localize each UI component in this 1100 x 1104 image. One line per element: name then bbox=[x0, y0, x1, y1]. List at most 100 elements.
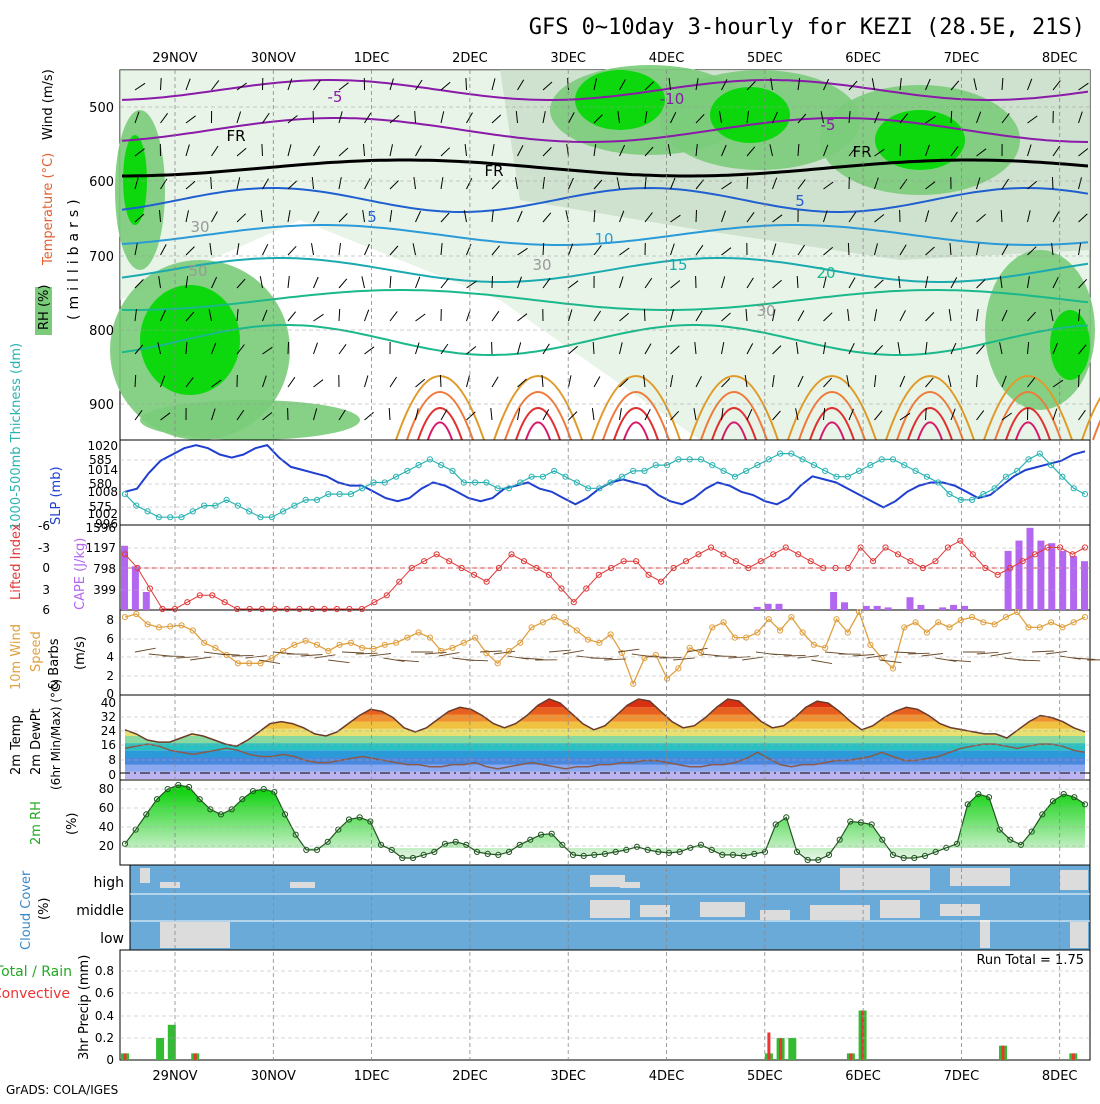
precip-total-bar bbox=[788, 1038, 796, 1060]
cloud-level-middle: middle bbox=[76, 903, 124, 919]
precip-tick: 0.2 bbox=[95, 1031, 114, 1045]
contour-label: 10 bbox=[594, 230, 613, 248]
wind10-barb bbox=[232, 655, 254, 656]
cape-bar bbox=[1070, 556, 1077, 610]
cloud-block bbox=[160, 922, 230, 948]
cape-bar bbox=[950, 605, 957, 610]
temp2m-tick: 32 bbox=[101, 710, 116, 724]
cloud-block bbox=[590, 900, 630, 918]
contour-label: 30 bbox=[532, 256, 551, 274]
pressure-tick: 500 bbox=[89, 101, 114, 116]
temp2m-tick: 0 bbox=[108, 768, 116, 782]
cloud-block bbox=[1060, 870, 1088, 890]
day-label-top: 5DEC bbox=[747, 51, 783, 66]
pressure-tick: 900 bbox=[89, 398, 114, 413]
contour-label: -10 bbox=[660, 90, 685, 108]
wind-axis-label: Wind (m/s) bbox=[41, 69, 56, 140]
cape-bar bbox=[1081, 561, 1088, 610]
temp2m-label-a: 2m Temp bbox=[9, 715, 24, 775]
precip-convective-bar bbox=[1002, 1046, 1005, 1060]
cape-bar bbox=[754, 607, 761, 610]
cape-tick: 798 bbox=[93, 562, 116, 576]
day-label-bottom: 3DEC bbox=[550, 1069, 586, 1084]
contour-label: 50 bbox=[188, 262, 207, 280]
precip-convective-bar bbox=[861, 1011, 864, 1061]
temp2m-tick: 8 bbox=[108, 753, 116, 767]
rh-blob bbox=[575, 70, 665, 130]
temp2m-label-c: (6hr Min/Max) (°C) bbox=[49, 679, 63, 790]
wind10-label-b: Speed bbox=[29, 631, 44, 672]
rh-blob bbox=[123, 135, 147, 225]
cape-tick: 399 bbox=[93, 583, 116, 597]
wind-barb bbox=[696, 210, 697, 222]
wind10-barb bbox=[590, 658, 612, 659]
wind10-unit-label: (m/s) bbox=[73, 636, 88, 670]
cloud-block bbox=[140, 868, 150, 883]
cloud-block bbox=[290, 882, 315, 888]
rh2m-tick: 60 bbox=[99, 801, 114, 815]
cape-bar bbox=[939, 607, 946, 610]
cape-bar bbox=[143, 592, 150, 610]
footer-credit: GrADS: COLA/IGES bbox=[6, 1083, 118, 1097]
slp-tick: 1014 bbox=[87, 463, 118, 477]
temp-axis-label: Temperature (°C) bbox=[41, 153, 56, 266]
temp-band bbox=[120, 729, 1090, 736]
thickness-axis-label: 1000-500mb Thickness (dm) bbox=[9, 343, 24, 530]
cape-bar bbox=[776, 604, 783, 610]
wind-barb bbox=[926, 408, 927, 420]
day-label-top: 7DEC bbox=[944, 51, 980, 66]
day-label-bottom: 1DEC bbox=[354, 1069, 390, 1084]
cloud-block bbox=[590, 875, 625, 887]
precip-convective-bar bbox=[124, 1053, 127, 1060]
cloud-block bbox=[980, 920, 990, 948]
cape-bar bbox=[765, 604, 772, 610]
lifted-index-tick: -3 bbox=[38, 541, 50, 555]
pressure-tick: 800 bbox=[89, 324, 114, 339]
cloud-block bbox=[620, 882, 640, 888]
contour-label: 15 bbox=[668, 256, 687, 274]
lifted-index-tick: 6 bbox=[42, 603, 50, 617]
wind10-tick: 2 bbox=[106, 669, 114, 683]
pressure-tick: 700 bbox=[89, 250, 114, 265]
day-label-bottom: 4DEC bbox=[649, 1069, 685, 1084]
lifted-index-axis-label: Lifted Index bbox=[9, 523, 24, 600]
day-label-top: 30NOV bbox=[251, 51, 296, 66]
cloud-label: Cloud Cover bbox=[19, 870, 34, 950]
day-label-bottom: 30NOV bbox=[251, 1069, 296, 1084]
wind-barb bbox=[161, 78, 162, 90]
wind10-tick: 4 bbox=[106, 650, 114, 664]
rh-blob bbox=[140, 285, 240, 395]
rh2m-tick: 20 bbox=[99, 839, 114, 853]
cape-bar bbox=[863, 606, 870, 610]
cape-bar bbox=[907, 597, 914, 610]
rh2m-tick: 40 bbox=[99, 820, 114, 834]
cloud-block bbox=[640, 905, 670, 917]
wind-barb bbox=[492, 276, 493, 288]
precip-convective-bar bbox=[779, 1038, 782, 1060]
cape-bar bbox=[1016, 541, 1023, 610]
day-label-top: 8DEC bbox=[1042, 51, 1078, 66]
wind10-barb bbox=[784, 655, 806, 656]
pressure-axis-label: (millibars) bbox=[66, 194, 82, 320]
wind10-tick: 6 bbox=[106, 632, 114, 646]
wind-barb bbox=[1079, 375, 1080, 387]
rh-blob bbox=[140, 400, 360, 440]
cape-bar bbox=[132, 566, 139, 610]
precip-frame bbox=[120, 950, 1090, 1060]
pressure-tick: 600 bbox=[89, 175, 114, 190]
temp-band bbox=[120, 758, 1090, 765]
wind-barb bbox=[466, 78, 467, 90]
cape-tick: 1596 bbox=[85, 521, 116, 535]
cloud-block bbox=[700, 902, 745, 917]
temp2m-tick: 24 bbox=[101, 724, 116, 738]
temp-band bbox=[120, 765, 1090, 772]
precip-convective-bar bbox=[194, 1053, 197, 1060]
cape-bar bbox=[1048, 543, 1055, 610]
rh-axis-label: RH (%) bbox=[37, 285, 52, 330]
precip-tick: 0.8 bbox=[95, 964, 114, 978]
day-label-bottom: 2DEC bbox=[452, 1069, 488, 1084]
precip-tick: 0.6 bbox=[95, 986, 114, 1000]
